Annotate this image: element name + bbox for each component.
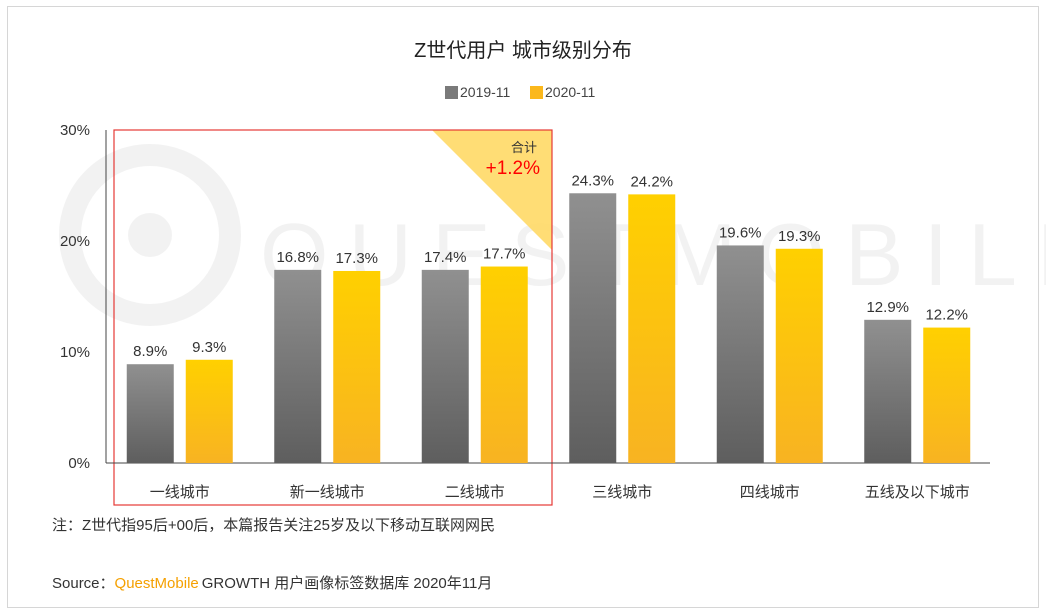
x-tick-label: 五线及以下城市 (865, 484, 970, 501)
bar-2019-11-5 (864, 319, 912, 463)
source-prefix: Source： (52, 575, 115, 592)
data-label: 17.7% (483, 246, 526, 263)
x-tick-label: 三线城市 (592, 484, 652, 501)
bar-2020-11-2 (480, 266, 528, 463)
y-tick-label: 20% (60, 233, 90, 250)
bar-2019-11-1 (274, 269, 322, 463)
total-triangle (432, 130, 552, 250)
data-label: 17.4% (424, 249, 467, 266)
data-label: 9.3% (192, 339, 226, 356)
x-tick-label: 一线城市 (150, 484, 210, 501)
data-label: 16.8% (276, 249, 319, 266)
source-line: Source：QuestMobile GROWTH 用户画像标签数据库 2020年… (52, 575, 492, 592)
bar-2020-11-3 (628, 194, 676, 463)
data-label: 17.3% (335, 250, 378, 267)
legend-label-2019: 2019-11 (460, 84, 511, 100)
bar-2019-11-2 (421, 269, 469, 463)
data-label: 19.6% (719, 224, 762, 241)
data-label: 8.9% (133, 343, 167, 360)
data-label: 24.2% (630, 173, 673, 190)
x-tick-label: 四线城市 (740, 484, 800, 501)
legend-swatch-2019 (445, 86, 458, 99)
total-label: 合计 (511, 140, 537, 155)
chart-title: Z世代用户 城市级别分布 (414, 39, 632, 62)
y-tick-label: 30% (60, 122, 90, 139)
y-tick-label: 10% (60, 344, 90, 361)
y-tick-labels: 0% 10% 20% 30% (60, 122, 90, 472)
bar-2020-11-5 (923, 327, 971, 463)
data-label: 12.2% (925, 307, 968, 324)
data-label: 24.3% (571, 172, 614, 189)
bars: 8.9% 9.3% 16.8% 17.3% 17.4% 17.7% 24.3% 24.2% 19… (126, 172, 971, 463)
bar-2019-11-0 (126, 364, 174, 463)
highlight-box (113, 129, 553, 506)
x-tick-label: 二线城市 (445, 484, 505, 501)
bar-2020-11-4 (775, 248, 823, 463)
total-value: +1.2% (486, 158, 541, 179)
y-tick-label: 0% (68, 455, 90, 472)
legend-label-2020: 2020-11 (545, 84, 596, 100)
legend: 2019-11 2020-11 (445, 84, 596, 100)
x-tick-label: 新一线城市 (290, 484, 365, 501)
footnote: 注：Z世代指95后+00后，本篇报告关注25岁及以下移动互联网网民 (52, 516, 495, 534)
legend-swatch-2020 (530, 86, 543, 99)
x-tick-labels: 一线城市 新一线城市 二线城市 三线城市 四线城市 五线及以下城市 (150, 484, 970, 501)
bar-2020-11-1 (333, 270, 381, 463)
bar-2019-11-3 (569, 193, 617, 463)
source-brand: QuestMobile (115, 575, 199, 592)
bar-2020-11-0 (185, 359, 233, 463)
source-text: GROWTH 用户画像标签数据库 2020年11月 (202, 575, 493, 592)
data-label: 12.9% (866, 299, 909, 316)
data-label: 19.3% (778, 228, 821, 245)
bar-2019-11-4 (716, 245, 764, 463)
watermark: QUESTMOBILE (59, 144, 1046, 326)
